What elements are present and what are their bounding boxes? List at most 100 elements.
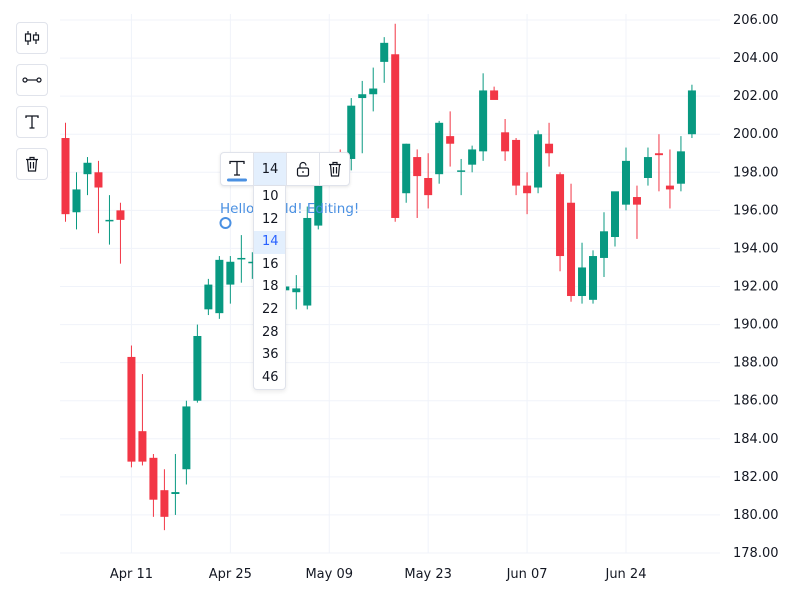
candle[interactable] bbox=[479, 73, 488, 161]
candle[interactable] bbox=[182, 400, 191, 485]
trend-line-tool-button[interactable] bbox=[16, 64, 48, 96]
candle[interactable] bbox=[654, 134, 663, 192]
candle[interactable] bbox=[72, 172, 81, 230]
candle[interactable] bbox=[567, 183, 576, 302]
font-size-option[interactable]: 46 bbox=[262, 369, 279, 385]
candle[interactable] bbox=[83, 157, 92, 196]
candle-body bbox=[94, 172, 103, 188]
candle-body bbox=[545, 143, 554, 154]
candle[interactable] bbox=[611, 191, 619, 247]
trend-line-icon bbox=[22, 77, 42, 83]
candle[interactable] bbox=[149, 454, 158, 517]
price-tick-label: 178.00 bbox=[733, 546, 779, 561]
candle[interactable] bbox=[435, 120, 444, 184]
candle[interactable] bbox=[226, 256, 235, 304]
text-annotation[interactable]: Hello World! Editing! bbox=[219, 201, 359, 229]
candle[interactable] bbox=[665, 149, 674, 209]
candle-body bbox=[149, 457, 158, 500]
candle[interactable] bbox=[424, 153, 433, 209]
candle[interactable] bbox=[632, 185, 641, 239]
candle[interactable] bbox=[347, 98, 356, 171]
candle[interactable] bbox=[468, 145, 477, 173]
font-size-option[interactable]: 18 bbox=[262, 279, 279, 295]
candle[interactable] bbox=[94, 160, 103, 234]
price-tick-label: 188.00 bbox=[733, 356, 779, 371]
candle[interactable] bbox=[621, 147, 630, 211]
candle[interactable] bbox=[402, 143, 411, 203]
candle-body bbox=[512, 139, 521, 186]
font-size-option[interactable]: 22 bbox=[262, 301, 279, 317]
candle-body bbox=[160, 490, 169, 517]
text-color-icon bbox=[227, 160, 247, 182]
candle[interactable] bbox=[676, 136, 685, 192]
candle[interactable] bbox=[545, 122, 554, 167]
price-axis[interactable]: 206.00 204.00 202.00 200.00 198.00 196.00 194.… bbox=[733, 13, 779, 561]
annotation-text[interactable]: Hello World! Editing! bbox=[220, 201, 359, 217]
time-axis[interactable]: Apr 11 Apr 25 May 09 May 23 Jun 07 Jun 24 bbox=[110, 567, 647, 582]
date-tick-label: May 09 bbox=[305, 567, 353, 582]
candle[interactable] bbox=[160, 469, 169, 531]
candle[interactable] bbox=[138, 374, 147, 466]
candle[interactable] bbox=[589, 250, 598, 304]
candle[interactable] bbox=[127, 345, 136, 468]
candle-body bbox=[83, 162, 92, 175]
text-color-button[interactable] bbox=[221, 153, 253, 185]
candle-body bbox=[248, 261, 257, 264]
candle[interactable] bbox=[292, 275, 301, 310]
candle[interactable] bbox=[171, 454, 180, 515]
font-size-option[interactable]: 36 bbox=[262, 347, 279, 363]
candle[interactable] bbox=[116, 202, 125, 264]
candle-body bbox=[468, 149, 477, 165]
candlestick-tool-button[interactable] bbox=[16, 22, 48, 54]
candle[interactable] bbox=[512, 138, 521, 196]
candle[interactable] bbox=[643, 147, 652, 186]
candle[interactable] bbox=[534, 130, 543, 194]
candle[interactable] bbox=[391, 23, 400, 222]
candle-body bbox=[457, 170, 466, 172]
candle[interactable] bbox=[248, 252, 257, 279]
delete-annotation-button[interactable] bbox=[320, 153, 350, 185]
candle[interactable] bbox=[358, 80, 367, 154]
candle[interactable] bbox=[523, 172, 532, 215]
font-size-option[interactable]: 28 bbox=[262, 324, 279, 340]
price-tick-label: 196.00 bbox=[733, 203, 779, 218]
candle[interactable] bbox=[215, 256, 224, 319]
font-size-dropdown: 10 12 14 16 18 22 28 36 46 bbox=[253, 186, 286, 390]
date-tick-label: Apr 11 bbox=[110, 567, 153, 582]
candle[interactable] bbox=[600, 212, 609, 277]
candle[interactable] bbox=[204, 278, 213, 316]
candle[interactable] bbox=[237, 235, 246, 283]
candle[interactable] bbox=[380, 37, 389, 83]
text-tool-button[interactable] bbox=[16, 106, 48, 138]
lock-button[interactable] bbox=[287, 153, 319, 185]
candle[interactable] bbox=[687, 84, 696, 139]
candle-body bbox=[632, 197, 641, 205]
candle[interactable] bbox=[61, 122, 70, 222]
candle[interactable] bbox=[556, 172, 565, 272]
font-size-button[interactable]: 14 bbox=[254, 153, 286, 185]
candle[interactable] bbox=[578, 242, 587, 304]
candle[interactable] bbox=[413, 149, 422, 218]
annotation-anchor-handle[interactable] bbox=[219, 217, 232, 229]
unlock-icon bbox=[296, 161, 310, 177]
font-size-option[interactable]: 12 bbox=[262, 211, 279, 227]
candle[interactable] bbox=[490, 86, 499, 100]
candle-body bbox=[369, 88, 378, 95]
price-tick-label: 180.00 bbox=[733, 508, 779, 523]
price-tick-label: 198.00 bbox=[733, 165, 779, 180]
candle-body bbox=[127, 356, 136, 462]
font-size-option[interactable]: 16 bbox=[262, 256, 279, 272]
candle[interactable] bbox=[105, 195, 114, 245]
delete-tool-button[interactable] bbox=[16, 148, 48, 180]
price-tick-label: 202.00 bbox=[733, 89, 779, 104]
font-size-option[interactable]: 14 bbox=[254, 231, 285, 254]
candle[interactable] bbox=[303, 206, 312, 310]
font-size-option[interactable]: 10 bbox=[262, 189, 279, 204]
candle[interactable] bbox=[501, 118, 510, 161]
candle[interactable] bbox=[193, 324, 202, 403]
candle[interactable] bbox=[446, 111, 455, 167]
candle[interactable] bbox=[369, 67, 378, 112]
candle[interactable] bbox=[457, 158, 466, 196]
